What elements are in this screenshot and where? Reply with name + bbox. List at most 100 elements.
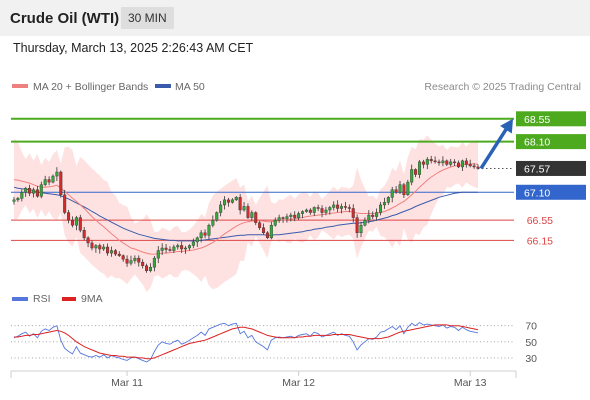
candle-body (320, 208, 324, 213)
level-badge (516, 184, 586, 200)
candle-body (301, 211, 305, 214)
candle-body (351, 208, 355, 218)
candle-body (113, 250, 117, 255)
candle-body (203, 232, 207, 236)
candle-body (102, 246, 106, 250)
candle-body (207, 224, 211, 236)
candle-body (35, 189, 39, 197)
candle-body (340, 206, 344, 209)
rsi-tick-label: 50 (525, 337, 537, 349)
candle-body (246, 206, 250, 218)
candle-body (449, 161, 453, 165)
candle-body (145, 265, 149, 272)
rsi-ma-line (14, 324, 479, 360)
candle-body (441, 160, 445, 164)
candle-body (367, 214, 371, 221)
candle-body (273, 219, 277, 226)
candle-body (375, 212, 379, 217)
candle-body (437, 161, 441, 164)
candle-body (445, 160, 449, 165)
candle-body (141, 261, 145, 266)
candle-body (20, 192, 24, 199)
timestamp: Thursday, March 13, 2025 2:26:43 AM CET (13, 41, 254, 55)
rsi-line (13, 321, 479, 363)
credit-text: Research © 2025 Trading Central (424, 81, 581, 93)
rsi-tick-label: 70 (525, 321, 537, 333)
candle-body (211, 219, 215, 226)
candle-body (285, 216, 289, 219)
candle-body (332, 204, 336, 208)
candle-body (386, 197, 390, 203)
candle-body (277, 217, 281, 221)
candle-body (223, 199, 227, 206)
level-label: 67.10 (524, 187, 550, 199)
candle-body (82, 230, 86, 239)
candle-body (382, 202, 386, 206)
candle-body (199, 232, 203, 239)
candle-body (78, 217, 82, 231)
x-axis-tick-label: Mar 11 (111, 377, 143, 389)
candle-body (67, 212, 71, 221)
candle-body (86, 237, 90, 244)
candle-body (39, 184, 43, 197)
candle-body (156, 250, 160, 259)
candle-body (74, 217, 78, 226)
x-axis-tick-label: Mar 13 (454, 377, 487, 389)
level-label: 67.57 (524, 163, 550, 175)
candle-body (133, 257, 137, 261)
candle-body (226, 199, 230, 203)
candle-body (125, 258, 129, 264)
candle-body (137, 257, 141, 263)
candle-body (180, 245, 184, 250)
candle-body (324, 209, 328, 213)
timeframe-badge[interactable]: 30 MIN (121, 7, 174, 29)
ma20-line (13, 163, 479, 255)
candle-body (328, 207, 332, 211)
candle-body (433, 160, 437, 163)
candle-body (219, 204, 223, 213)
candle-body (406, 181, 410, 195)
candle-body (43, 179, 47, 185)
level-label: 68.10 (524, 137, 550, 149)
rsi-tick-label: 30 (525, 353, 537, 365)
candle-body (265, 232, 269, 239)
x-axis-labels: Mar 11 Mar 12 Mar 13 (111, 371, 487, 389)
header-bar: Crude Oil (WTI) 30 MIN (0, 0, 590, 36)
candle-body (336, 204, 340, 209)
rsi-ma-legend-swatch (62, 297, 76, 301)
candle-body (421, 161, 425, 165)
candle-body (371, 214, 375, 217)
candle-body (24, 188, 28, 193)
candle-body (129, 260, 133, 264)
candle-body (304, 209, 308, 212)
x-axis-tick-label: Mar 12 (282, 377, 315, 389)
candle-body (230, 199, 234, 203)
ma50-line (13, 186, 478, 242)
rsi-legend-label: RSI (33, 293, 51, 305)
candle-body (402, 184, 406, 196)
candle-body (164, 247, 168, 250)
target-arrow-head (500, 118, 513, 134)
ma20-legend-label: MA 20 + Bollinger Bands (33, 81, 148, 93)
candle-body (117, 253, 121, 256)
candle-body (347, 207, 351, 209)
candle-body (476, 166, 480, 169)
candle-body (90, 242, 94, 249)
candle-body (457, 162, 461, 168)
candle-body (47, 179, 51, 183)
level-label: 68.55 (524, 114, 550, 126)
candle-body (12, 199, 16, 202)
candle-body (343, 206, 347, 208)
candle-body (98, 245, 102, 250)
candle-body (195, 237, 199, 243)
candle-body (472, 165, 476, 168)
candle-body (242, 206, 246, 211)
candle-body (429, 159, 433, 162)
candle-body (363, 219, 367, 226)
candle-body (234, 197, 238, 201)
candle-body (418, 161, 422, 175)
target-arrow-shaft (479, 123, 511, 170)
candle-body (289, 214, 293, 217)
candle-body (31, 189, 35, 194)
candle-body (297, 213, 301, 218)
